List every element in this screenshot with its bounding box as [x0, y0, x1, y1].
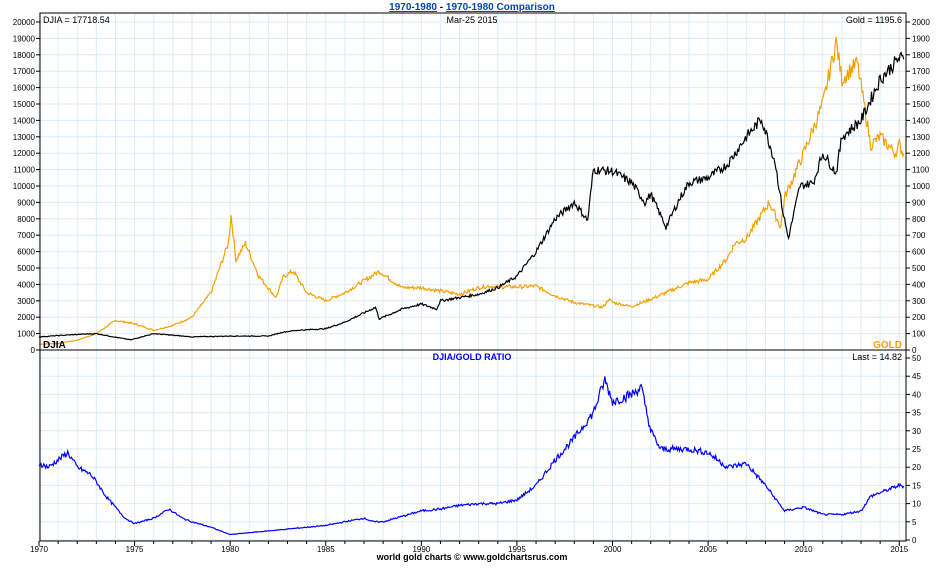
left-tick-label: 11000 — [13, 166, 35, 175]
left-tick-label: 20000 — [13, 18, 36, 27]
right-tick-label: 1200 — [912, 149, 930, 158]
left-tick-label: 0 — [31, 346, 36, 355]
x-tick-label: 2000 — [604, 545, 622, 554]
right-tick-label: 200 — [912, 313, 926, 322]
left-tick-label: 7000 — [17, 231, 35, 240]
gold-line — [38, 36, 905, 345]
left-tick-label: 8000 — [17, 215, 35, 224]
left-tick-label: 1000 — [17, 330, 35, 339]
left-tick-label: 2000 — [17, 313, 35, 322]
djia-series-label: DJIA — [43, 340, 66, 351]
x-tick-label: 1990 — [412, 545, 430, 554]
left-tick-label: 3000 — [17, 297, 35, 306]
right-tick-label: 0 — [912, 346, 917, 355]
date-label: Mar-25 2015 — [446, 15, 497, 25]
header-separator: - — [440, 2, 443, 13]
left-tick-label: 17000 — [13, 67, 36, 76]
ratio-readout: Last = 14.82 — [852, 352, 902, 362]
djia-line — [38, 51, 905, 341]
left-tick-label: 19000 — [13, 34, 36, 43]
gold-readout: Gold = 1195.6 — [846, 15, 902, 25]
right-tick-label: 1000 — [912, 182, 930, 191]
ratio-title: DJIA/GOLD RATIO — [433, 352, 512, 362]
left-tick-label: 18000 — [13, 51, 36, 60]
right-tick-label: 1600 — [912, 84, 930, 93]
ratio-line — [38, 376, 905, 536]
left-tick-label: 10000 — [13, 182, 36, 191]
djia-readout: DJIA = 17718.54 — [43, 15, 110, 25]
left-tick-label: 12000 — [13, 149, 36, 158]
right-tick-label: 1900 — [912, 34, 930, 43]
right-tick-label: 1400 — [912, 116, 930, 125]
right-tick-label: 1100 — [912, 166, 930, 175]
x-tick-label: 1980 — [221, 545, 239, 554]
ratio-tick-label: 50 — [912, 354, 921, 363]
x-tick-label: 1970 — [30, 545, 48, 554]
left-tick-label: 9000 — [17, 198, 35, 207]
chart-header: 1970-1980 - 1970-1980 Comparison — [389, 2, 555, 13]
right-tick-label: 2000 — [912, 18, 930, 27]
left-tick-label: 6000 — [17, 248, 35, 257]
ratio-tick-label: 10 — [912, 500, 921, 509]
x-tick-label: 2015 — [890, 545, 908, 554]
link-comparison[interactable]: 1970-1980 Comparison — [446, 2, 555, 13]
ratio-tick-label: 40 — [912, 390, 921, 399]
x-tick-label: 1975 — [126, 545, 144, 554]
left-tick-label: 5000 — [17, 264, 35, 273]
grid — [38, 13, 906, 541]
x-tick-label: 1985 — [317, 545, 335, 554]
ratio-tick-label: 15 — [912, 481, 921, 490]
right-tick-label: 1300 — [912, 133, 930, 142]
series-lines — [38, 36, 905, 536]
top-panel-frame — [39, 12, 907, 351]
ratio-tick-label: 45 — [912, 372, 921, 381]
right-tick-label: 100 — [912, 330, 926, 339]
left-tick-label: 16000 — [13, 84, 36, 93]
ratio-tick-label: 30 — [912, 427, 921, 436]
left-tick-label: 4000 — [17, 280, 35, 289]
bottom-panel-frame — [39, 349, 907, 542]
gold-series-label: GOLD — [873, 340, 902, 351]
left-tick-label: 15000 — [13, 100, 36, 109]
right-tick-label: 800 — [912, 215, 926, 224]
right-tick-label: 300 — [912, 297, 926, 306]
right-tick-label: 500 — [912, 264, 926, 273]
x-tick-label: 2010 — [795, 545, 813, 554]
ratio-tick-label: 5 — [912, 518, 917, 527]
x-tick-label: 1995 — [508, 545, 526, 554]
left-tick-label: 14000 — [13, 116, 36, 125]
ratio-tick-label: 25 — [912, 445, 921, 454]
footer-credit: world gold charts © www.goldchartsrus.co… — [376, 552, 568, 562]
right-tick-label: 1800 — [912, 51, 930, 60]
right-tick-label: 1500 — [912, 100, 930, 109]
right-tick-label: 400 — [912, 280, 926, 289]
left-tick-label: 13000 — [13, 133, 36, 142]
ratio-tick-label: 20 — [912, 463, 921, 472]
right-tick-label: 700 — [912, 231, 926, 240]
link-1970-1980[interactable]: 1970-1980 — [389, 2, 437, 13]
right-tick-label: 900 — [912, 198, 926, 207]
right-tick-label: 600 — [912, 248, 926, 257]
ratio-tick-label: 0 — [912, 536, 917, 545]
x-tick-label: 2005 — [699, 545, 717, 554]
ratio-tick-label: 35 — [912, 409, 921, 418]
right-tick-label: 1700 — [912, 67, 930, 76]
